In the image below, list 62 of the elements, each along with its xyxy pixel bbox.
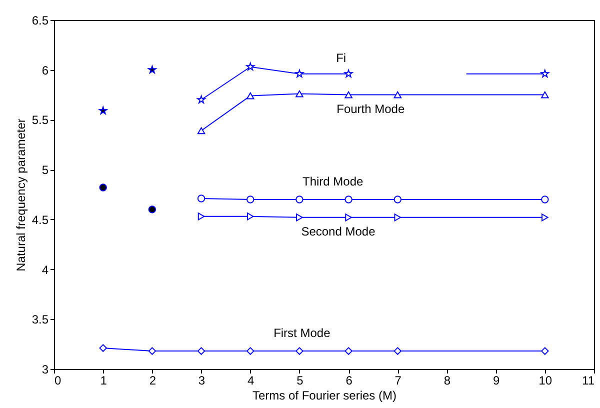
point	[246, 212, 254, 220]
x-tick-label: 1	[100, 374, 108, 388]
series-label: Fi	[336, 50, 346, 65]
point	[246, 196, 254, 204]
point	[295, 69, 304, 78]
x-tick-label: 11	[582, 374, 595, 388]
point	[541, 91, 549, 98]
point	[296, 347, 304, 355]
point	[296, 214, 303, 222]
series-label: Second Mode	[301, 224, 376, 238]
point	[197, 95, 206, 104]
x-tick-label: 5	[296, 374, 304, 388]
point	[197, 127, 206, 134]
x-axis-title: Terms of Fourier series (M)	[252, 388, 397, 402]
point	[99, 184, 107, 192]
point	[394, 214, 402, 222]
point	[344, 91, 352, 98]
point	[394, 91, 402, 98]
point	[198, 212, 205, 220]
point	[197, 194, 206, 202]
point	[296, 90, 304, 98]
point	[344, 196, 352, 204]
point	[148, 206, 156, 214]
x-tick-label: 7	[394, 374, 402, 388]
point	[246, 62, 255, 70]
point	[197, 347, 206, 355]
x-tick-label: 6	[346, 374, 353, 388]
series-label: Fourth Mode	[336, 102, 405, 116]
x-tick-label: 0	[54, 374, 62, 388]
point	[98, 106, 108, 114]
y-tick-label: 5.5	[32, 113, 49, 128]
point	[148, 65, 156, 74]
point	[296, 196, 304, 204]
x-tick-label: 9	[492, 374, 500, 388]
x-tick-label: 8	[444, 374, 451, 388]
point	[344, 347, 352, 355]
point	[394, 347, 402, 355]
point	[246, 347, 254, 355]
x-tick-label: 3	[198, 374, 206, 388]
x-tick-label: 2	[149, 374, 156, 388]
point	[246, 92, 254, 100]
y-tick-label: 3.5	[32, 312, 49, 327]
y-tick-label: 6.5	[32, 14, 49, 28]
point	[99, 344, 107, 352]
point	[344, 69, 353, 78]
series-label: First Mode	[274, 326, 331, 340]
y-tick-label: 5	[42, 163, 49, 178]
point	[540, 69, 550, 78]
y-tick-label: 6	[42, 63, 49, 78]
point	[148, 347, 156, 355]
y-tick-label: 3	[42, 362, 49, 376]
y-axis-title: Natural frequency parameter	[14, 118, 28, 272]
point	[345, 214, 352, 222]
x-tick-label: 4	[248, 374, 255, 388]
point	[542, 214, 548, 222]
series-label: Third Mode	[302, 174, 364, 188]
point	[541, 196, 549, 204]
y-tick-label: 4.5	[32, 212, 49, 227]
x-tick-label: 10	[538, 374, 552, 388]
point	[541, 347, 549, 355]
y-tick-label: 4	[42, 262, 49, 277]
point	[394, 196, 402, 204]
